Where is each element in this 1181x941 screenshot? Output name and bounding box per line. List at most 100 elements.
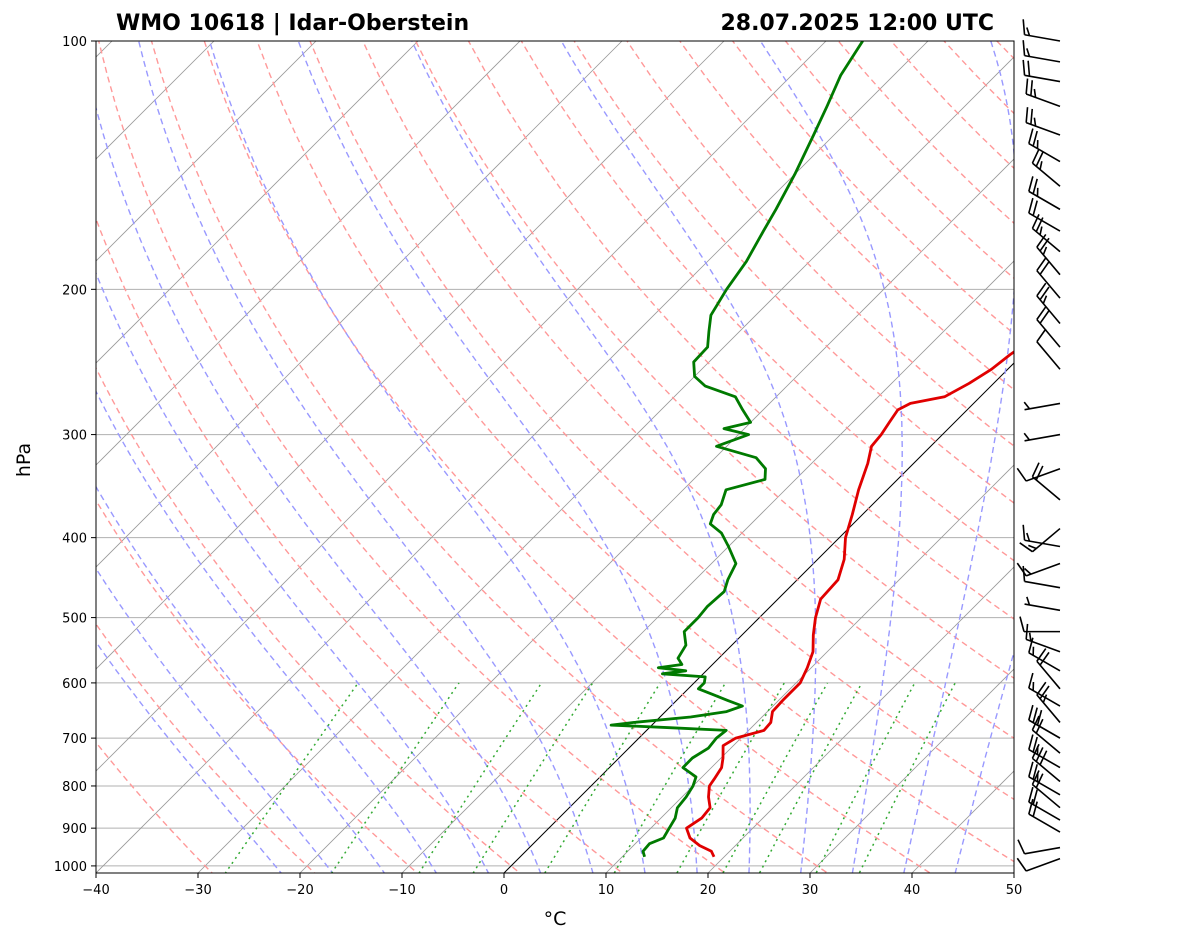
wind-barb-staff [1028, 687, 1061, 707]
wind-barb [1036, 282, 1061, 324]
wind-barb-feather [1039, 286, 1050, 301]
wind-barb-feather [1036, 282, 1047, 297]
wind-barb-feather [1019, 616, 1025, 632]
isotherm--100 [96, 41, 317, 262]
wind-barb-feather [1032, 707, 1038, 723]
moist-adiabat [297, 41, 698, 873]
wind-barb-staff [1036, 295, 1061, 324]
wind-barb [1028, 761, 1061, 796]
wind-barb-feather [1031, 770, 1040, 785]
wind-barb-staff [1036, 694, 1061, 723]
dry-adiabat [362, 41, 1014, 740]
wind-barb [1036, 328, 1061, 370]
dry-adiabat [150, 41, 829, 873]
moist-adiabat [96, 389, 438, 873]
dry-adiabat [96, 366, 521, 873]
wind-barb-staff [1028, 776, 1061, 796]
mixing-ratio-line [224, 682, 359, 873]
y-axis-label: hPa [13, 443, 35, 477]
moist-adiabat [96, 567, 334, 873]
wind-barb [1028, 637, 1061, 672]
wind-barb-feather [1039, 651, 1050, 666]
wind-barb-feather [1036, 709, 1043, 726]
wind-barb-feather [1031, 214, 1040, 229]
wind-barb-feather [1026, 48, 1031, 57]
wind-barb-feather [1028, 798, 1034, 815]
wind-barb [1031, 770, 1061, 809]
x-tick-label: 0 [500, 883, 508, 898]
wind-barb-feather [1032, 200, 1038, 216]
wind-barb-staff [1036, 660, 1061, 690]
isotherm--10 [401, 260, 1014, 873]
wind-barb-staff [1025, 121, 1061, 136]
wind-barb-feather [1042, 694, 1048, 703]
wind-barb-feather [1028, 672, 1034, 689]
wind-barb-feather [1042, 295, 1048, 304]
wind-barb-staff [1031, 476, 1061, 501]
wind-barb-feather [1032, 764, 1038, 780]
plot-area [96, 41, 1014, 873]
wind-barb [1028, 734, 1061, 769]
wind-barb-feather [1033, 117, 1037, 127]
wind-barb-staff [1036, 319, 1061, 348]
dry-adiabat [414, 41, 1014, 680]
wind-barb [1031, 743, 1061, 783]
wind-barb-feather [1032, 736, 1038, 753]
wind-barb-staff [1024, 74, 1061, 83]
wind-barb-staff [1024, 33, 1061, 42]
dry-adiabat [626, 41, 1014, 447]
wind-barb-feather [1031, 462, 1040, 478]
wind-barb-staff [1031, 757, 1061, 783]
isotherm-30 [809, 668, 1014, 873]
y-tick-label: 600 [62, 677, 87, 692]
wind-barb [1028, 704, 1061, 739]
wind-barb-feather [1028, 632, 1032, 642]
wind-barb-feather [1028, 734, 1034, 750]
wind-barb-staff [1031, 227, 1061, 253]
x-tick-label: 50 [1006, 883, 1023, 898]
wind-barb-staff [1024, 402, 1061, 411]
wind-barb [1036, 257, 1061, 299]
wind-barb [1019, 527, 1061, 553]
wind-barb-feather [1035, 747, 1044, 762]
x-tick-label: −30 [184, 883, 211, 898]
moist-adiabat [954, 649, 1014, 873]
wind-barb-feather [1032, 789, 1038, 805]
wind-barb-feather [1022, 59, 1026, 76]
wind-barb-staff [1031, 162, 1061, 187]
x-tick-label: 10 [598, 883, 615, 898]
wind-barb-feather [1028, 128, 1034, 144]
wind-barb [1024, 596, 1061, 612]
wind-barb-feather [1039, 161, 1043, 170]
dry-adiabat [520, 41, 1014, 562]
isotherm--70 [96, 41, 623, 568]
moist-adiabat [96, 105, 542, 873]
wind-barb [1028, 798, 1061, 833]
wind-barb-feather [1032, 178, 1038, 195]
mixing-ratio-line [722, 682, 829, 873]
wind-barb-feather [1026, 596, 1031, 606]
mixing-ratio-line [418, 682, 543, 873]
wind-barb-feather [1017, 839, 1026, 855]
mixing-ratio-line [543, 682, 661, 873]
wind-barb-staff [1025, 857, 1061, 872]
wind-barb-feather [1036, 306, 1047, 320]
wind-barb [1028, 176, 1061, 211]
y-tick-label: 900 [62, 822, 87, 837]
wind-barb [1025, 78, 1061, 108]
dry-adiabat [309, 41, 1014, 801]
wind-barb [1036, 306, 1061, 348]
wind-barb-feather [1023, 432, 1031, 441]
isotherm--50 [96, 41, 827, 772]
wind-barb-feather [1028, 176, 1034, 192]
wind-barbs [1016, 19, 1061, 872]
wind-barb-feather [1024, 567, 1032, 575]
wind-barb [1031, 148, 1061, 187]
wind-barb-staff [1031, 527, 1061, 553]
dry-adiabat [96, 622, 316, 873]
y-tick-label: 100 [62, 35, 87, 50]
y-tick-label: 400 [62, 532, 87, 547]
plot-frame [95, 40, 1015, 874]
wind-barb [1028, 197, 1061, 232]
